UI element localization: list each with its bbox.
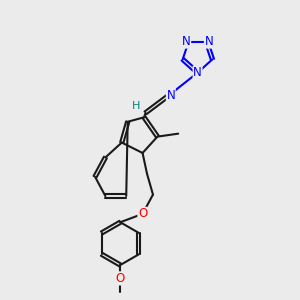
Text: N: N [193,66,202,79]
Text: N: N [167,88,175,101]
Text: O: O [116,272,125,285]
Text: O: O [138,207,147,220]
Text: N: N [205,35,213,48]
Text: H: H [132,101,140,111]
Text: N: N [182,35,190,48]
